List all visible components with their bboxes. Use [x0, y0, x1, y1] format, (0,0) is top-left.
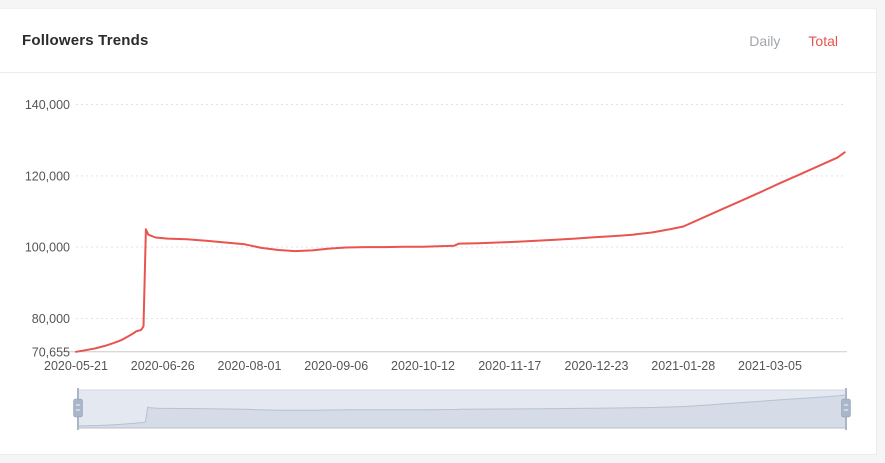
tab-daily[interactable]: Daily	[749, 32, 781, 49]
datazoom-left-handle[interactable]	[73, 388, 83, 430]
tab-total[interactable]: Total	[808, 32, 838, 49]
datazoom-left-handle-grip	[73, 398, 83, 418]
followers-trends-card: Followers Trends Daily Total	[0, 8, 877, 455]
card-header: Followers Trends Daily Total	[0, 9, 876, 73]
datazoom-right-handle[interactable]	[841, 388, 851, 430]
datazoom-right-handle-grip	[841, 398, 851, 418]
datazoom-track[interactable]	[77, 389, 847, 429]
card-title: Followers Trends	[22, 32, 149, 49]
view-tabs: Daily Total	[749, 33, 838, 49]
datazoom-slider	[73, 388, 851, 430]
